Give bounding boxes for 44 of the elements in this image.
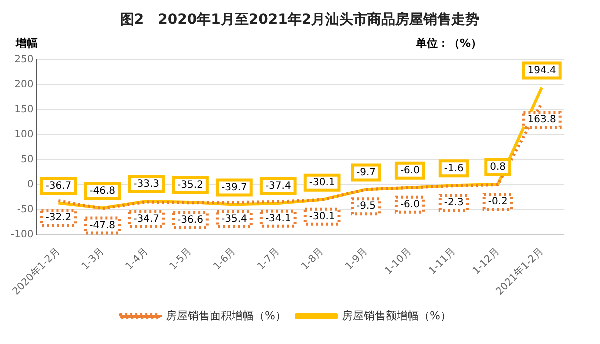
y-tick-label: 150 <box>14 104 34 116</box>
data-label: -34.7 <box>134 214 160 225</box>
data-label: -30.1 <box>309 212 336 223</box>
data-label: -2.3 <box>444 198 464 209</box>
data-label: -6.0 <box>400 165 420 176</box>
data-label: -35.2 <box>178 180 204 192</box>
data-label: -9.5 <box>356 201 376 212</box>
y-axis-title: 增幅 <box>16 36 38 51</box>
x-tick-label: 1-4月 <box>124 246 151 273</box>
data-label: -36.7 <box>46 180 72 192</box>
y-tick-label: -100 <box>10 229 34 240</box>
y-tick-label: 0 <box>27 179 34 190</box>
legend-label: 房屋销售额增幅（%） <box>342 309 452 322</box>
data-label: 163.8 <box>528 114 556 126</box>
x-tick-label: 1-5月 <box>168 246 194 273</box>
data-label: -34.1 <box>265 214 292 225</box>
data-label: -6.0 <box>400 199 420 210</box>
x-tick-label: 1-8月 <box>300 246 326 273</box>
data-label: -35.4 <box>221 214 248 226</box>
data-label: -37.4 <box>265 181 292 192</box>
data-label: -39.7 <box>221 182 248 194</box>
data-label: -0.2 <box>488 196 508 208</box>
y-tick-label: -50 <box>17 204 34 216</box>
data-label: 0.8 <box>490 162 506 174</box>
data-label: -9.7 <box>356 167 376 178</box>
text: 单位：（%） <box>416 36 482 51</box>
x-tick-label: 1-9月 <box>344 246 370 273</box>
y-tick-label: 50 <box>20 154 34 166</box>
data-label: -36.6 <box>178 214 204 226</box>
y-tick-label: 200 <box>14 80 34 91</box>
data-label: -32.2 <box>46 212 72 224</box>
legend-label: 房屋销售面积增幅（%） <box>166 309 286 322</box>
data-label: -33.3 <box>134 179 160 190</box>
data-label: -30.1 <box>309 178 336 189</box>
x-tick-label: 1-6月 <box>212 246 238 273</box>
x-tick-label: 1-3月 <box>80 246 107 273</box>
data-label: -47.8 <box>90 220 116 232</box>
y-tick-label: 250 <box>14 54 34 66</box>
data-label: -1.6 <box>444 163 464 174</box>
y-tick-label: 100 <box>14 130 34 141</box>
x-tick-label: 1-7月 <box>256 246 282 273</box>
data-label: 194.4 <box>528 65 556 76</box>
data-label: -46.8 <box>90 186 116 197</box>
chart-title: 图2 2020年1月至2021年2月汕头市商品房屋销售走势 <box>119 10 481 30</box>
